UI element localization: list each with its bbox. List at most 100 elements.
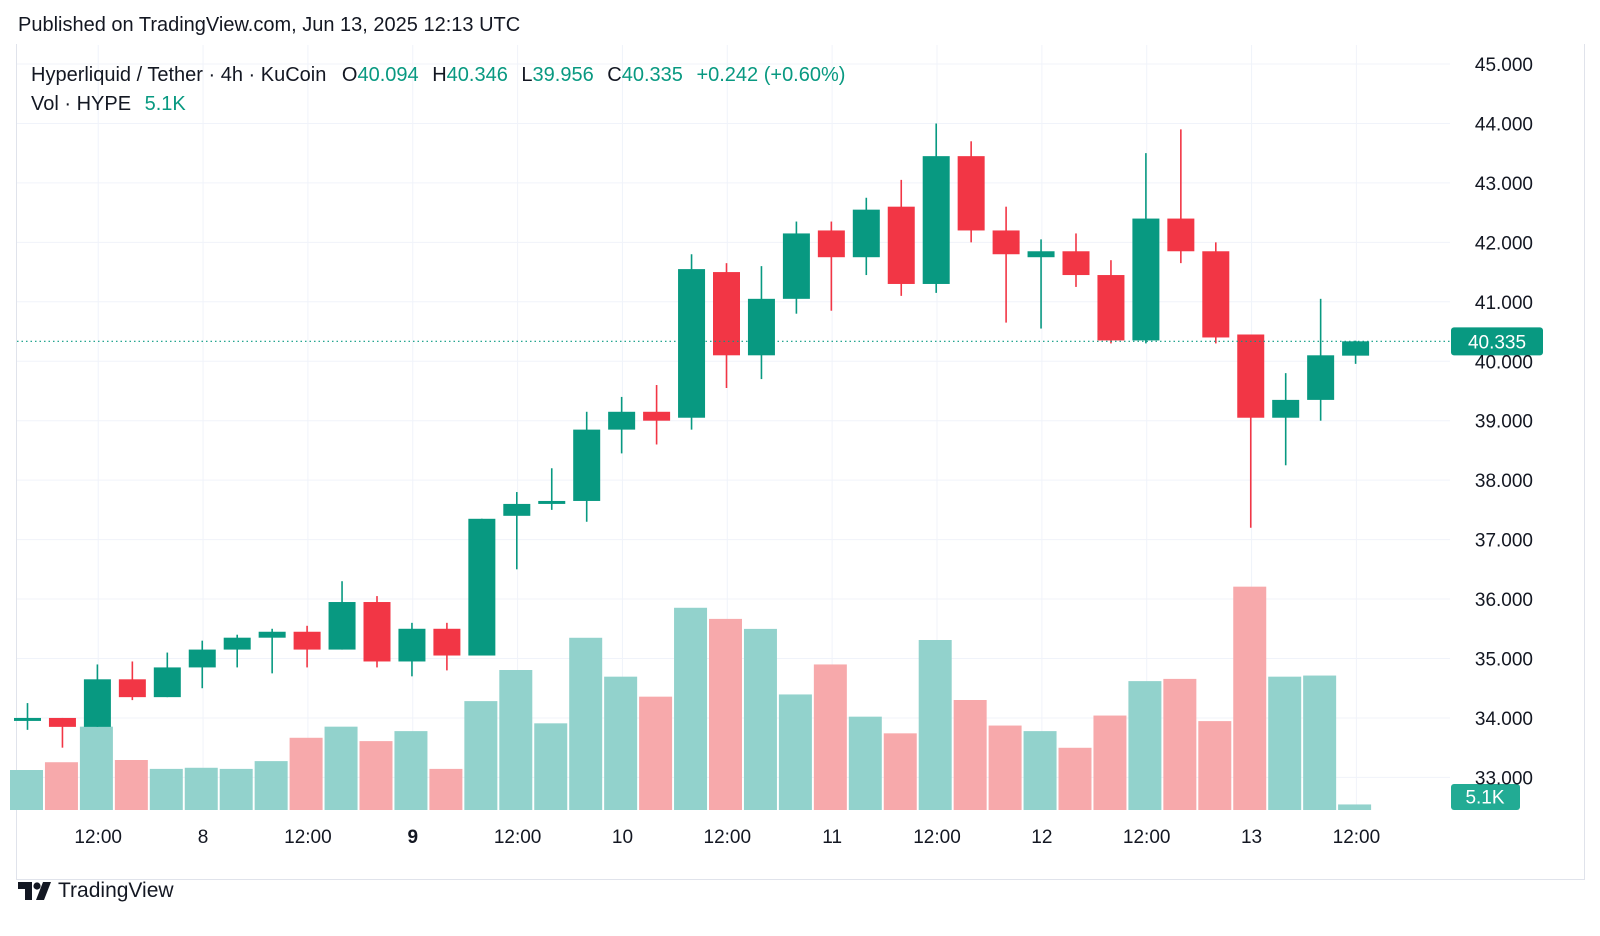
time-tick-label: 12 <box>1031 827 1052 848</box>
time-axis[interactable]: 12:00 8 12:00 9 12:00 10 12:00 11 12:00 12 12:00 13… <box>74 827 1380 848</box>
price-tick-label: 43.000 <box>1475 174 1533 195</box>
volume-bar <box>709 618 742 810</box>
volume-bar <box>988 725 1022 810</box>
volume-bar <box>1058 747 1092 810</box>
candle-body <box>398 628 426 662</box>
volume-bar <box>79 726 113 810</box>
time-tick-label: 8 <box>198 827 209 848</box>
candle-body <box>817 230 845 258</box>
candle-body <box>852 209 880 258</box>
volume-bar <box>1268 676 1302 810</box>
volume-bar <box>1163 678 1197 810</box>
low-value: 39.956 <box>532 64 594 86</box>
candle-body <box>258 631 286 638</box>
volume-bar <box>324 726 358 810</box>
candle-body <box>223 637 251 650</box>
candle-body <box>1202 251 1230 338</box>
candle-body <box>1237 334 1265 418</box>
volume-bar <box>184 767 218 810</box>
candle-body <box>1272 399 1300 418</box>
candle-body <box>922 156 950 284</box>
volume-bar <box>464 701 498 810</box>
published-caption: Published on TradingView.com, Jun 13, 20… <box>18 14 521 36</box>
candle-body <box>713 272 740 356</box>
candle-body <box>992 230 1020 255</box>
volume-bar <box>254 761 288 810</box>
chart-legend: Hyperliquid / Tether · 4h · KuCoin O40.0… <box>31 61 845 119</box>
candle-body <box>678 269 706 418</box>
close-label: C <box>607 64 622 86</box>
volume-bar <box>1303 675 1337 810</box>
volume-bar <box>569 637 603 810</box>
candle-body <box>363 602 391 662</box>
close-value: 40.335 <box>621 64 683 86</box>
time-tick-label: 9 <box>407 827 418 848</box>
candle-body <box>643 411 671 421</box>
candle-body <box>433 628 461 656</box>
open-value: 40.094 <box>357 64 419 86</box>
tradingview-brand[interactable]: TradingView <box>58 879 174 902</box>
volume-bar <box>883 733 917 810</box>
high-label: H <box>432 64 447 86</box>
candle-body <box>782 233 810 299</box>
time-tick-label: 12:00 <box>913 827 961 848</box>
open-label: O <box>341 64 358 86</box>
volume-bar <box>44 762 78 810</box>
volume-bar <box>499 670 533 810</box>
volume-bar <box>848 716 882 810</box>
volume-bar <box>1093 715 1127 810</box>
last-price-label: 40.335 <box>1468 332 1526 353</box>
price-tick-label: 44.000 <box>1475 114 1533 135</box>
last-volume-badge <box>1451 784 1520 810</box>
low-label: L <box>521 64 533 86</box>
candle-body <box>14 717 41 721</box>
candle-body <box>1342 341 1370 356</box>
volume-bar <box>743 628 777 810</box>
candle-body <box>1097 275 1125 341</box>
price-axis[interactable]: 33.000 34.000 35.000 36.000 37.000 38.000 39.0… <box>1475 55 1533 789</box>
candle-body <box>573 429 601 501</box>
legend-ohlc-row: Hyperliquid / Tether · 4h · KuCoin O40.0… <box>31 61 845 90</box>
candle-body <box>1167 218 1195 252</box>
footer: TradingView <box>18 876 174 906</box>
price-tick-label: 40.000 <box>1475 352 1533 373</box>
price-tick-label: 41.000 <box>1475 293 1533 314</box>
volume-bar <box>359 741 393 810</box>
volume-bar <box>1023 731 1057 810</box>
time-tick-label: 12:00 <box>74 827 122 848</box>
candle-body <box>48 717 76 727</box>
symbol-title[interactable]: Hyperliquid / Tether · 4h · KuCoin <box>31 64 327 86</box>
time-tick-label: 13 <box>1241 827 1262 848</box>
volume-bar <box>778 694 812 810</box>
candle-body <box>1027 251 1055 258</box>
volume-bar <box>429 768 463 810</box>
volume-label[interactable]: Vol · HYPE <box>31 93 132 115</box>
volume-bars <box>10 586 1372 810</box>
volume-bar <box>394 731 428 810</box>
volume-bar <box>1198 721 1232 810</box>
volume-bar <box>10 770 43 810</box>
volume-bar <box>289 737 323 810</box>
volume-bar <box>813 664 847 810</box>
price-tick-label: 37.000 <box>1475 531 1533 552</box>
time-tick-label: 12:00 <box>704 827 752 848</box>
price-overlay: 40.335 5.1K <box>17 327 1543 810</box>
high-value: 40.346 <box>446 64 508 86</box>
volume-bar <box>219 768 253 810</box>
time-tick-label: 10 <box>612 827 633 848</box>
volume-bar <box>114 760 148 810</box>
candle-body <box>1062 251 1090 276</box>
volume-bar <box>534 723 568 810</box>
tradingview-logo-icon[interactable] <box>18 882 52 900</box>
volume-bar <box>1233 586 1267 810</box>
price-tick-label: 38.000 <box>1475 471 1533 492</box>
volume-bar <box>918 640 952 810</box>
volume-bar <box>639 696 673 810</box>
candle-body <box>608 411 636 430</box>
candle-body <box>957 156 985 231</box>
time-tick-label: 12:00 <box>494 827 542 848</box>
candle-body <box>293 631 321 650</box>
time-tick-label: 12:00 <box>284 827 332 848</box>
candle-body <box>118 679 146 698</box>
